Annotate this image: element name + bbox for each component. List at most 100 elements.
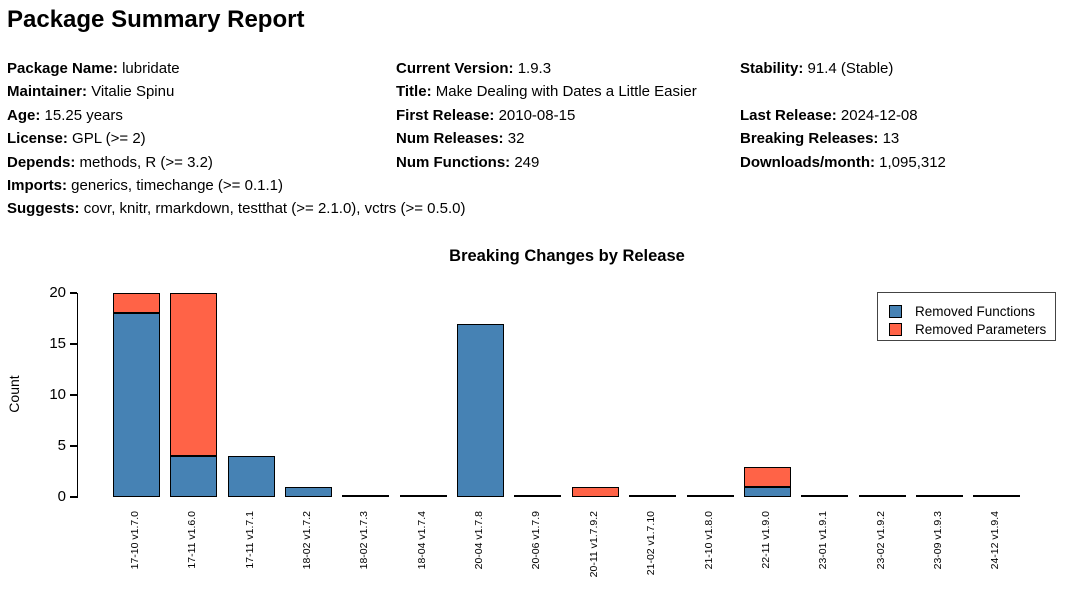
meta-value: 1,095,312 [879, 153, 946, 171]
meta-row: Depends: methods, R (>= 3.2) [7, 151, 466, 174]
meta-value: 32 [507, 130, 525, 148]
x-axis-label: 21-02 v1.7.10 [645, 511, 657, 576]
legend-label: Removed Functions [915, 303, 1036, 319]
bar-removed-parameters-segment [170, 293, 217, 456]
meta-row: Num Releases: 32 [396, 127, 697, 150]
metadata-column-right: Stability: 91.4 (Stable) Last Release: 2… [740, 57, 946, 174]
bar-zero [916, 495, 963, 497]
meta-label: Last Release: [740, 106, 837, 124]
bar-zero [801, 495, 848, 497]
meta-label: Breaking Releases: [740, 130, 879, 148]
meta-label: Current Version: [396, 60, 514, 77]
meta-row: First Release: 2010-08-15 [396, 104, 697, 127]
meta-row: Breaking Releases: 13 [740, 127, 946, 150]
y-tick [70, 394, 77, 396]
x-axis-label: 18-02 v1.7.2 [301, 511, 313, 570]
meta-value: 2010-08-15 [498, 106, 576, 124]
x-axis-label: 17-10 v1.7.0 [129, 511, 141, 570]
bar-removed-parameters-segment [744, 467, 791, 487]
x-axis-label: 23-01 v1.9.1 [817, 511, 829, 570]
bar-zero [859, 495, 906, 497]
legend-label: Removed Parameters [915, 321, 1047, 337]
y-tick-label: 0 [57, 488, 66, 505]
meta-row: Title: Make Dealing with Dates a Little … [396, 80, 697, 103]
meta-value: 13 [882, 130, 900, 148]
metadata-column-middle: Current Version: 1.9.3 Title: Make Dealin… [396, 57, 697, 174]
meta-value: 2024-12-08 [840, 106, 918, 124]
bar-removed-functions-segment [113, 313, 160, 497]
meta-value: lubridate [122, 60, 180, 77]
meta-row: Maintainer: Vitalie Spinu [7, 80, 466, 103]
bar-removed-parameters-segment [113, 293, 160, 313]
meta-value: GPL (>= 2) [72, 130, 146, 148]
chart-title: Breaking Changes by Release [449, 247, 685, 265]
legend-rows: Removed Functions Removed Parameters [889, 302, 1055, 338]
y-axis-label: Count [6, 375, 22, 413]
meta-value: 1.9.3 [517, 60, 552, 77]
x-axis-label: 23-09 v1.9.3 [932, 511, 944, 570]
meta-label: Depends: [7, 153, 76, 171]
y-tick-label: 15 [49, 335, 66, 352]
meta-value: Vitalie Spinu [91, 83, 175, 101]
meta-value: covr, knitr, rmarkdown, testthat (>= 2.1… [83, 200, 466, 218]
meta-label: Imports: [7, 177, 67, 195]
y-tick [70, 496, 77, 498]
y-tick [70, 445, 77, 447]
bar-removed-functions-segment [170, 456, 217, 497]
meta-label: First Release: [396, 106, 495, 124]
meta-row: Package Name: lubridate [7, 57, 466, 80]
meta-label: Title: [396, 83, 432, 101]
legend-swatch [889, 322, 902, 336]
bar-zero [400, 495, 447, 497]
meta-row: License: GPL (>= 2) [7, 127, 466, 150]
meta-label: Num Releases: [396, 130, 504, 148]
meta-row: Stability: 91.4 (Stable) [740, 57, 946, 80]
bar-zero [514, 495, 561, 497]
meta-label: Stability: [740, 60, 804, 77]
y-axis [76, 292, 78, 498]
y-tick-label: 10 [49, 386, 66, 403]
x-axis-label: 18-04 v1.7.4 [416, 511, 428, 570]
meta-label: License: [7, 130, 68, 148]
bar-zero [973, 495, 1020, 497]
meta-row: Age: 15.25 years [7, 104, 466, 127]
meta-row: Suggests: covr, knitr, rmarkdown, testth… [7, 197, 466, 220]
x-axis-label: 23-02 v1.9.2 [875, 511, 887, 570]
bar-zero [687, 495, 734, 497]
bar-removed-functions-segment [457, 324, 504, 497]
bar-removed-functions-segment [228, 456, 275, 497]
y-tick [70, 292, 77, 294]
x-axis-label: 22-11 v1.9.0 [760, 511, 772, 569]
x-axis-label: 21-10 v1.8.0 [703, 511, 715, 570]
meta-row: Last Release: 2024-12-08 [740, 104, 946, 127]
meta-row: Downloads/month: 1,095,312 [740, 151, 946, 174]
x-axis-label: 24-12 v1.9.4 [989, 511, 1001, 570]
x-axis-label: 20-04 v1.7.8 [473, 511, 485, 570]
y-tick [70, 343, 77, 345]
page-title: Package Summary Report [7, 6, 305, 33]
legend-row: Removed Functions [889, 302, 1055, 320]
meta-label: Maintainer: [7, 83, 88, 101]
meta-label: Suggests: [7, 200, 80, 218]
meta-label: Num Functions: [396, 153, 511, 171]
y-tick-label: 20 [49, 284, 66, 301]
bar-removed-parameters-segment [572, 487, 619, 497]
meta-value: generics, timechange (>= 0.1.1) [71, 177, 283, 195]
meta-label: Package Name: [7, 60, 118, 77]
meta-label: Age: [7, 106, 41, 124]
x-axis-label: 17-11 v1.6.0 [186, 511, 198, 569]
bar-zero [342, 495, 389, 497]
meta-value: 249 [514, 153, 540, 171]
y-tick-label: 5 [57, 437, 66, 454]
bar-removed-functions-segment [285, 487, 332, 497]
meta-label: Downloads/month: [740, 153, 875, 171]
meta-value: methods, R (>= 3.2) [79, 153, 213, 171]
meta-row: Num Functions: 249 [396, 151, 697, 174]
legend: Removed Functions Removed Parameters [877, 292, 1056, 341]
meta-row: Current Version: 1.9.3 [396, 57, 697, 80]
legend-row: Removed Parameters [889, 320, 1055, 338]
meta-value: Make Dealing with Dates a Little Easier [435, 83, 697, 101]
bar-zero [629, 495, 676, 497]
metadata-column-left: Package Name: lubridate Maintainer: Vital… [7, 57, 466, 221]
